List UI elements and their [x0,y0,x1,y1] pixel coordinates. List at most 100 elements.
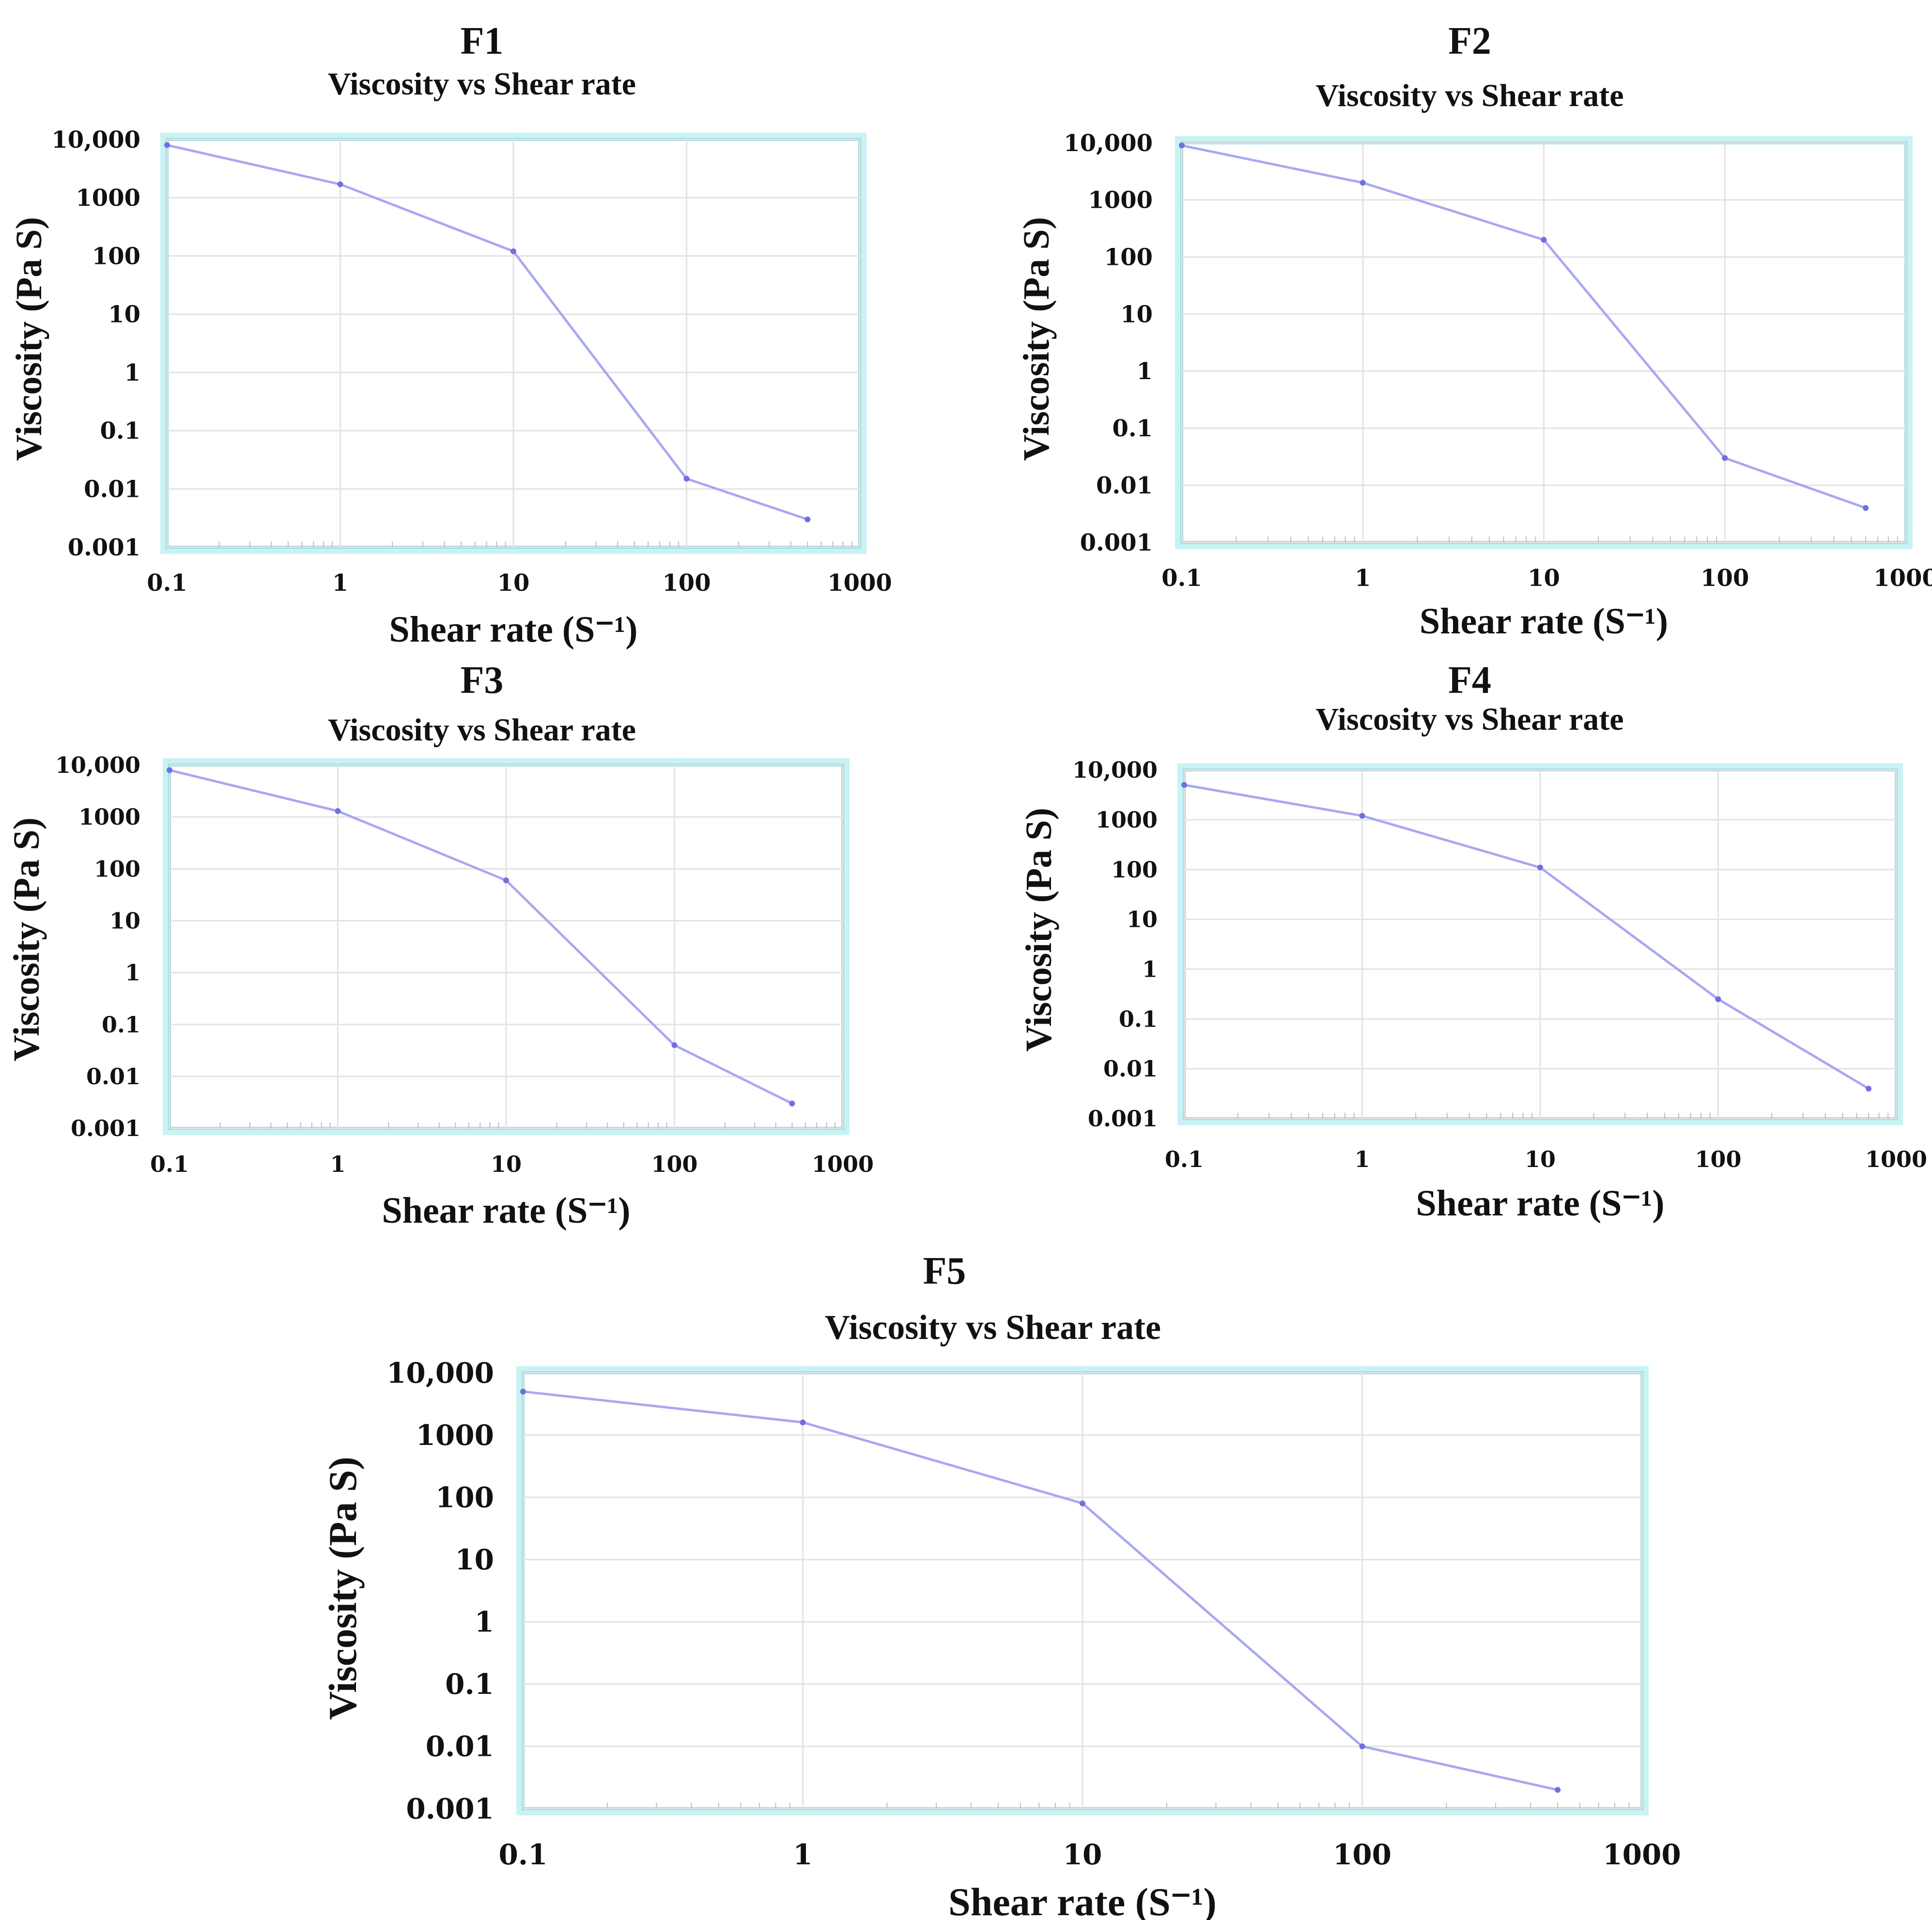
data-point [1181,782,1187,788]
y-tick-label: 10 [109,908,140,934]
y-tick-label: 10 [1127,906,1158,933]
y-tick-label: 1 [125,960,140,986]
chart-title: Viscosity vs Shear rate [327,66,636,102]
y-tick-label: 1000 [78,804,140,830]
panel-label: F1 [460,20,504,62]
y-axis-label: Viscosity (Pa S) [6,817,47,1061]
data-point [164,142,170,148]
x-tick-label: 1000 [1603,1838,1681,1871]
y-tick-label: 10,000 [55,752,140,778]
data-point [1863,505,1869,511]
y-tick-label: 10 [108,301,140,328]
chart-panel-f5: F5 Viscosity vs Shear rate 0.1 1 10 100 1000… [315,1249,1681,1920]
y-tick-label: 10 [455,1543,494,1576]
x-tick-label: 0.1 [499,1838,548,1871]
data-point [1359,813,1365,819]
y-axis-label: Viscosity (Pa S) [321,1457,365,1720]
panel-label: F5 [923,1250,966,1292]
y-axis-label: Viscosity (Pa S) [1016,217,1057,461]
y-tick-label: 10,000 [1072,757,1158,783]
x-tick-label: 100 [662,569,711,597]
x-axis-label: Shear rate (S⁻¹) [1416,1183,1664,1224]
x-tick-label: 1 [1355,565,1371,592]
y-tick-label: 0.001 [71,1115,140,1141]
x-tick-label: 1 [793,1838,812,1871]
x-axis-label: Shear rate (S⁻¹) [948,1880,1217,1920]
data-point [1722,455,1728,461]
x-axis-label: Shear rate (S⁻¹) [1420,601,1668,642]
x-tick-label: 10 [1063,1838,1102,1871]
chart-svg: 0.1 1 10 100 1000 0.001 0.01 0.1 1 10 100 1000 10,00… [6,752,874,1231]
y-tick-label: 100 [94,856,140,882]
data-point [1360,180,1366,186]
x-axis-label: Shear rate (S⁻¹) [382,1190,630,1231]
data-point [1179,142,1185,149]
data-point [167,767,172,773]
chart-title: Viscosity vs Shear rate [1315,702,1624,737]
y-tick-label: 100 [435,1481,494,1514]
y-tick-label: 10,000 [386,1356,494,1389]
chart-panel-f1: F1 Viscosity vs Shear rate 0.1 1 10 100 1000… [0,19,964,650]
data-point [337,181,343,187]
y-tick-label: 0.1 [100,417,140,445]
y-tick-label: 0.1 [1119,1006,1158,1032]
y-tick-label: 0.001 [1088,1106,1158,1132]
x-tick-label: 0.1 [1161,565,1202,592]
x-tick-label: 100 [1695,1146,1741,1172]
y-tick-label: 100 [1104,244,1153,271]
data-point [671,1042,678,1048]
panel-label: F3 [460,659,504,702]
panel-label: F2 [1448,20,1491,62]
chart-panel-f4: F4 Viscosity vs Shear rate 0.1 1 10 100 100 0… [1007,659,1932,1249]
chart-svg: 0.1 1 10 100 1000 0.001 0.01 0.1 1 10 100 1000 10,00… [1016,130,1932,642]
chart-title: Viscosity vs Shear rate [1315,78,1624,113]
x-tick-label: 1 [330,1151,345,1177]
y-tick-label: 0.01 [84,476,140,503]
y-tick-label: 0.001 [1080,529,1153,556]
x-tick-label: 1 [332,569,348,597]
data-point [520,1388,526,1395]
data-point [1080,1500,1085,1506]
data-point [335,808,341,814]
data-point [800,1419,806,1426]
data-point [503,877,509,884]
x-tick-label: 10 [1525,1146,1556,1172]
y-axis-label: Viscosity (Pa S) [1019,808,1059,1052]
x-tick-label: 0.1 [147,569,187,597]
data-point [1537,864,1543,871]
x-tick-label: 100 [1333,1838,1391,1871]
y-tick-label: 1 [1142,956,1158,983]
data-point [1866,1086,1872,1092]
y-tick-label: 0.1 [1112,415,1153,442]
data-point [510,248,516,255]
chart-title: Viscosity vs Shear rate [825,1308,1161,1347]
x-tick-label: 1 [1354,1146,1370,1172]
data-point [1359,1743,1365,1750]
x-axis-label: Shear rate (S⁻¹) [389,609,637,650]
y-tick-label: 0.01 [1096,472,1153,499]
y-tick-label: 10,000 [1064,130,1153,157]
x-tick-label: 100 [1700,565,1749,592]
data-point [789,1100,795,1106]
y-tick-label: 1 [1137,358,1153,385]
panel-label: F4 [1448,659,1491,702]
x-tick-label: 1000 [827,569,892,597]
x-tick-label: 100 [651,1151,697,1177]
y-tick-label: 100 [1111,857,1158,883]
chart-panel-f3: F3 Viscosity vs Shear rate 0.1 1 10 100 1000… [0,659,964,1249]
x-tick-label: 0.1 [1165,1146,1204,1172]
x-tick-label: 1000 [812,1151,874,1177]
y-tick-label: 0.01 [426,1730,494,1763]
y-tick-label: 1 [124,359,140,386]
x-tick-label: 10 [491,1151,522,1177]
chart-panel-f2: F2 Viscosity vs Shear rate 0.1 1 10 100 1000… [1007,19,1932,649]
chart-svg: 0.1 1 10 100 1000 0.001 0.01 0.1 1 10 100 1000 10,00… [321,1356,1681,1920]
y-tick-label: 1000 [416,1419,494,1452]
data-point [804,516,811,522]
y-tick-label: 0.001 [68,534,140,561]
chart-title: Viscosity vs Shear rate [327,712,636,748]
y-tick-label: 0.01 [86,1063,140,1090]
y-tick-label: 1000 [76,184,140,212]
x-tick-label: 0.1 [150,1151,189,1177]
y-tick-label: 0.1 [102,1012,140,1038]
